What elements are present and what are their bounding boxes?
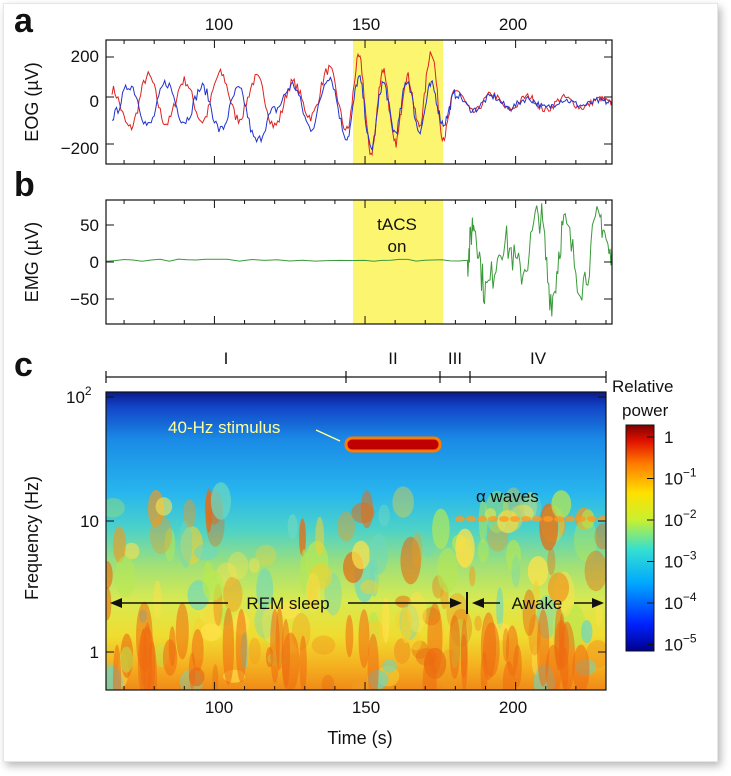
y-tick-label: −50 [70,290,99,309]
emg-series-group [106,203,612,317]
eog-series-group [111,51,612,156]
series-line [111,51,612,156]
stimulus-pointer [315,429,341,442]
y-tick-label: 0 [90,253,99,272]
colorbar-tick-label: 10−4 [664,590,697,613]
x-tick-label: 200 [499,698,527,717]
stage-bar [105,371,607,383]
y-tick-label: −200 [61,139,99,158]
stage-label-3: III [448,349,462,368]
colorbar-tick-label: 10−2 [664,507,697,530]
alpha-label: α waves [476,487,539,506]
colorbar-tick-label: 10−5 [664,632,697,655]
awake-arrow [472,598,604,608]
x-tick-label: 150 [352,698,380,717]
panel-c: c I II III IV 102 10 1 Frequency (Hz) 10… [14,346,697,748]
tacs-label-line2: on [388,237,407,256]
tacs-highlight-a [353,40,443,164]
panel-letter-c: c [14,346,33,384]
panel-a: a 100 150 200 200 0 −200 EOG (µV) [14,2,613,165]
y-tick-label: 50 [80,216,99,235]
y-axis-label-a: EOG (µV) [22,62,42,141]
rem-label: REM sleep [246,594,329,613]
colorbar-tick-label: 10−1 [664,466,697,489]
stimulus-band [344,436,442,453]
tacs-highlight-b [353,200,443,324]
colorbar-ticks: 1 10−1 10−2 10−3 10−4 10−5 [647,428,697,655]
y-tick-label: 0 [90,92,99,111]
top-tick-label: 200 [499,15,527,34]
stimulus-label: 40-Hz stimulus [168,418,280,437]
x-tick-label: 100 [205,698,233,717]
x-axis-label: Time (s) [327,728,392,748]
series-line [106,203,612,317]
y-axis-label-b: EMG (µV) [22,222,42,302]
awake-label: Awake [512,594,563,613]
colorbar-tick-label: 1 [664,428,673,447]
tacs-label-line1: tACS [377,215,417,234]
ticks-a [106,40,612,164]
plot-frame-a [105,39,613,165]
stage-label-4: IV [530,349,547,368]
colorbar-title-line2: power [622,401,669,420]
ticks-b [106,200,612,324]
y-tick-label: 102 [66,384,92,407]
y-tick-label: 200 [71,47,99,66]
plot-frame-c [105,391,607,691]
panel-letter-b: b [14,166,35,204]
panel-letter-a: a [14,2,34,40]
colorbar-title-line1: Relative [612,377,673,396]
y-axis-label-c: Frequency (Hz) [22,476,42,600]
y-tick-label: 1 [90,643,99,662]
colorbar-tick-label: 10−3 [664,549,697,572]
ticks-c [106,396,607,690]
stage-label-2: II [388,349,397,368]
rem-arrow [110,598,462,608]
spectrogram [106,392,606,690]
top-tick-label: 100 [205,15,233,34]
stage-label-1: I [224,349,229,368]
series-line [111,74,612,152]
top-tick-label: 150 [352,15,380,34]
y-tick-label: 10 [80,512,99,531]
panel-b: b tACS on 50 0 −50 EMG (µV) [14,166,613,325]
colorbar [625,424,655,652]
